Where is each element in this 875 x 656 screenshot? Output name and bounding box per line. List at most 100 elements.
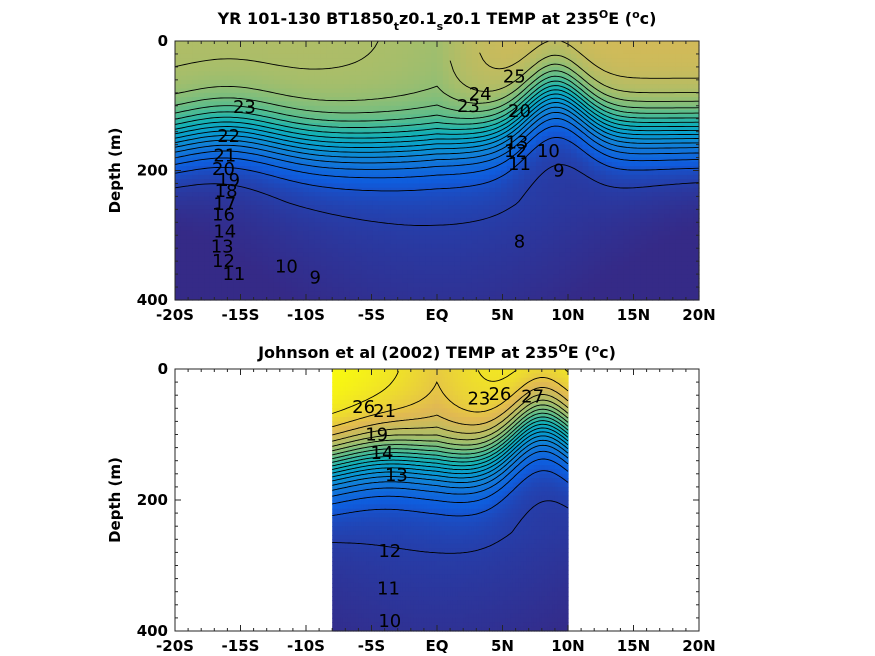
- field-cell: [367, 205, 374, 210]
- field-cell: [239, 105, 246, 111]
- field-cell: [425, 71, 432, 77]
- field-cell: [582, 282, 589, 288]
- field-cell: [629, 170, 636, 176]
- field-cell: [355, 92, 362, 98]
- field-cell: [483, 291, 490, 297]
- field-cell: [501, 282, 508, 288]
- field-cell: [495, 41, 502, 46]
- field-cell: [326, 66, 333, 72]
- field-cell: [512, 135, 520, 141]
- field-cell: [594, 166, 601, 172]
- field-cell: [460, 278, 467, 284]
- field-cell: [291, 71, 298, 77]
- field-cell: [512, 71, 520, 77]
- field-cell: [332, 88, 339, 94]
- field-cell: [471, 110, 479, 115]
- field-cell: [634, 92, 642, 98]
- field-cell: [437, 287, 444, 292]
- field-cell: [629, 174, 636, 180]
- field-cell: [372, 123, 380, 128]
- field-cell: [576, 157, 584, 163]
- field-cell: [431, 282, 438, 288]
- field-cell: [600, 269, 607, 275]
- field-cell: [524, 192, 531, 197]
- field-cell: [378, 53, 386, 59]
- field-cell: [623, 49, 630, 55]
- field-cell: [361, 127, 368, 133]
- field-cell: [250, 274, 258, 280]
- field-cell: [460, 217, 467, 223]
- field-cell: [215, 170, 223, 176]
- field-cell: [338, 282, 345, 288]
- field-cell: [535, 239, 543, 245]
- field-cell: [634, 252, 642, 258]
- field-cell: [338, 183, 345, 189]
- field-cell: [541, 243, 549, 249]
- field-cell: [576, 183, 584, 189]
- field-cell: [308, 295, 316, 301]
- field-cell: [297, 269, 304, 275]
- field-cell: [279, 291, 287, 297]
- field-cell: [570, 110, 578, 115]
- field-cell: [303, 105, 310, 111]
- field-cell: [629, 235, 636, 241]
- field-cell: [471, 170, 479, 176]
- field-cell: [413, 45, 421, 51]
- field-cell: [192, 170, 199, 176]
- field-cell: [384, 287, 392, 292]
- field-cell: [215, 101, 223, 107]
- field-cell: [279, 97, 287, 103]
- field-cell: [320, 287, 327, 292]
- field-cell: [495, 209, 502, 215]
- field-cell: [338, 278, 345, 284]
- field-cell: [605, 209, 613, 215]
- field-cell: [442, 79, 450, 85]
- field-cell: [600, 170, 607, 176]
- field-cell: [256, 239, 263, 245]
- field-cell: [501, 179, 508, 185]
- field-cell: [576, 256, 584, 262]
- field-cell: [460, 75, 467, 81]
- field-cell: [600, 239, 607, 245]
- field-cell: [530, 174, 537, 180]
- field-cell: [227, 278, 234, 284]
- field-cell: [466, 291, 473, 297]
- field-cell: [442, 166, 450, 172]
- field-cell: [582, 265, 589, 271]
- field-cell: [279, 248, 287, 254]
- field-cell: [501, 230, 508, 236]
- field-cell: [355, 97, 362, 103]
- field-cell: [273, 79, 281, 85]
- field-cell: [483, 187, 490, 193]
- field-cell: [466, 287, 473, 292]
- field-cell: [204, 75, 211, 81]
- field-cell: [273, 53, 281, 59]
- field-cell: [565, 179, 572, 185]
- field-cell: [402, 265, 409, 271]
- field-cell: [460, 274, 467, 280]
- field-cell: [239, 252, 246, 258]
- field-cell: [402, 144, 409, 150]
- field-cell: [402, 278, 409, 284]
- field-cell: [576, 140, 584, 146]
- field-cell: [594, 226, 601, 232]
- field-cell: [419, 291, 426, 297]
- field-cell: [396, 92, 403, 98]
- field-cell: [273, 66, 281, 72]
- field-cell: [314, 187, 322, 193]
- field-cell: [378, 148, 386, 154]
- field-cell: [535, 200, 543, 206]
- field-cell: [541, 217, 549, 223]
- field-cell: [466, 278, 473, 284]
- field-cell: [530, 291, 537, 297]
- field-cell: [180, 161, 188, 167]
- field-cell: [594, 295, 601, 301]
- field-cell: [541, 79, 549, 85]
- field-cell: [623, 200, 630, 206]
- field-cell: [448, 217, 456, 223]
- field-cell: [209, 153, 217, 159]
- field-cell: [437, 148, 444, 154]
- field-cell: [332, 278, 339, 284]
- field-cell: [448, 71, 456, 77]
- field-cell: [355, 79, 362, 85]
